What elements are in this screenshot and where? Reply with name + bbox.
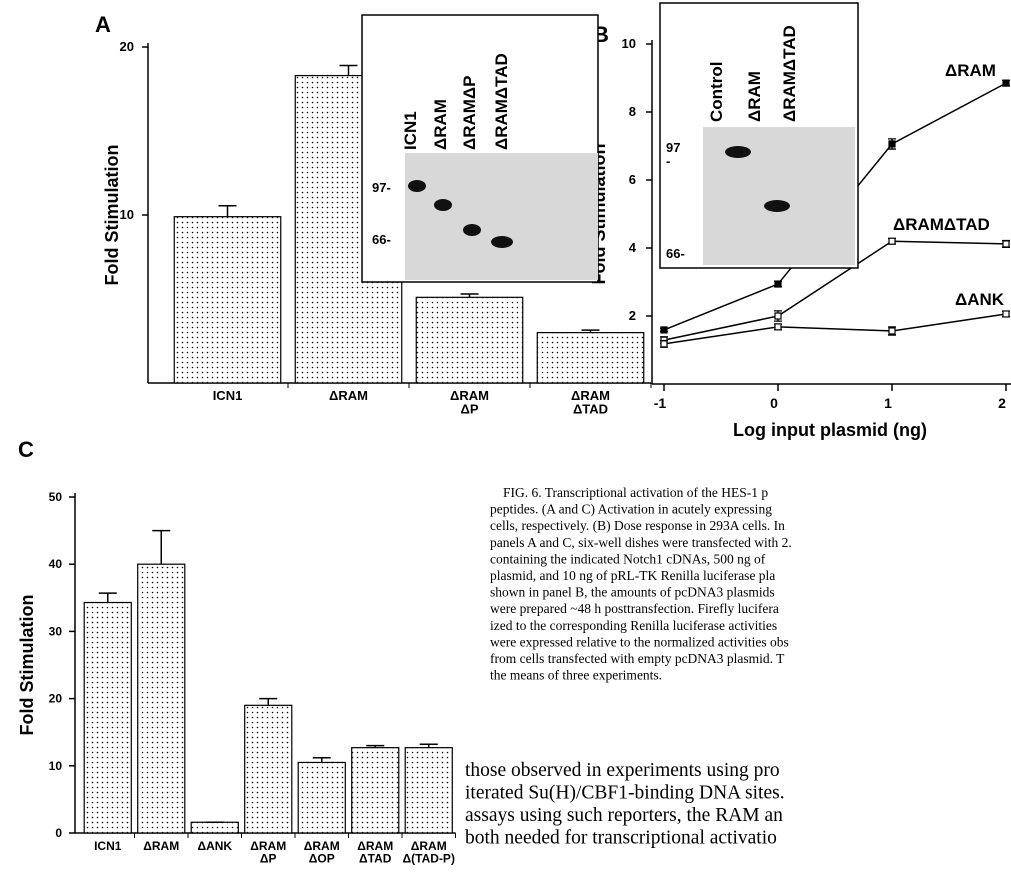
y-tick-label: 40 <box>49 557 63 571</box>
caption-line: the means of three experiments. <box>490 668 662 683</box>
figure: AFold Stimulation1020ICN1ΔRAMΔRAMΔPΔRAMΔ… <box>0 0 1011 875</box>
blot <box>703 127 855 265</box>
y-tick-label: 8 <box>629 104 636 119</box>
caption-line: plasmid, and 10 ng of pRL-TK Renilla luc… <box>490 568 775 583</box>
y-tick-label: 0 <box>55 826 62 840</box>
caption-line: cells, respectively. (B) Dose response i… <box>490 518 785 533</box>
blot-band <box>408 180 426 192</box>
caption-line: peptides. (A and C) Activation in acutel… <box>490 502 772 517</box>
lane-label: ΔRAMΔP <box>460 76 479 151</box>
caption-line: FIG. 6. Transcriptional activation of th… <box>503 485 768 500</box>
y-tick-label: 6 <box>629 172 636 187</box>
caption-line: ized to the corresponding Renilla lucife… <box>490 618 777 633</box>
bar <box>84 603 131 833</box>
size-marker: 97- <box>372 180 391 195</box>
x-tick-label: ICN1 <box>213 388 243 403</box>
lane-label: ICN1 <box>401 111 420 150</box>
lane-label: ΔRAM <box>431 99 450 150</box>
x-tick-label: ΔRAM <box>143 839 179 853</box>
point <box>661 327 667 333</box>
blot-band <box>491 236 513 248</box>
series-label: ΔANK <box>955 290 1005 309</box>
bar <box>138 564 185 833</box>
y-axis-label: Fold Stimulation <box>17 595 37 736</box>
bar <box>537 333 643 383</box>
bar <box>416 297 522 383</box>
y-tick-label: 50 <box>49 490 63 504</box>
x-tick-label: ΔRAM <box>329 388 368 403</box>
bar <box>174 217 280 383</box>
point <box>889 328 895 334</box>
caption-line: from cells transfected with empty pcDNA3… <box>490 651 785 666</box>
x-tick-label: 2 <box>998 395 1006 411</box>
bar <box>191 822 238 833</box>
caption-line: were prepared ~48 h posttransfection. Fi… <box>490 601 779 616</box>
blot-band <box>463 224 481 236</box>
caption-line: containing the indicated Notch1 cDNAs, 5… <box>490 551 766 566</box>
series-label: ΔRAM <box>945 61 996 80</box>
y-tick-label: 20 <box>120 39 134 54</box>
x-tick-label: 0 <box>770 395 778 411</box>
error-bar <box>152 531 170 565</box>
blot-band <box>725 146 751 158</box>
panel-label: C <box>18 437 34 462</box>
size-marker: 66- <box>372 232 391 247</box>
point <box>775 324 781 330</box>
y-tick-label: 4 <box>629 240 637 255</box>
x-tick-label: 1 <box>884 395 892 411</box>
y-tick-label: 10 <box>622 36 636 51</box>
lane-label: Control <box>707 62 726 122</box>
lane-label: ΔRAMΔTAD <box>492 53 511 150</box>
y-tick-label: 30 <box>49 624 63 638</box>
bar <box>298 762 345 833</box>
series-label: ΔRAMΔTAD <box>893 215 990 234</box>
caption-line: panels A and C, six-well dishes were tra… <box>490 535 792 550</box>
point <box>1003 241 1009 247</box>
point <box>775 313 781 319</box>
error-bar <box>99 593 117 602</box>
lane-label: ΔRAM <box>745 71 764 122</box>
error-bar <box>313 758 331 763</box>
error-bar <box>340 65 358 75</box>
x-tick-label: ΔANK <box>197 839 232 853</box>
bar <box>405 748 452 833</box>
body-line: those observed in experiments using pro <box>465 760 780 781</box>
point <box>661 341 667 347</box>
y-tick-label: 10 <box>49 759 63 773</box>
point <box>775 281 781 287</box>
point <box>889 238 895 244</box>
y-tick-label: 2 <box>629 308 636 323</box>
blot <box>405 153 598 280</box>
point <box>1003 311 1009 317</box>
point <box>1003 80 1009 86</box>
panel-label: A <box>95 12 111 37</box>
body-line: iterated Su(H)/CBF1-binding DNA sites. <box>465 783 785 804</box>
x-axis-label: Log input plasmid (ng) <box>733 420 927 440</box>
blot-band <box>434 199 452 211</box>
caption-line: were expressed relative to the normalize… <box>490 634 789 649</box>
body-line: both needed for transcriptional activati… <box>465 828 777 849</box>
bar <box>352 748 399 833</box>
point <box>889 141 895 147</box>
y-tick-label: 10 <box>120 207 134 222</box>
body-line: assays using such reporters, the RAM an <box>465 805 783 826</box>
x-tick-label: -1 <box>654 395 667 411</box>
size-marker: 66- <box>666 246 685 261</box>
x-tick-label: ICN1 <box>94 839 122 853</box>
error-bar <box>259 699 277 706</box>
bar <box>245 705 292 833</box>
error-bar <box>219 206 237 217</box>
y-tick-label: 20 <box>49 692 63 706</box>
lane-label: ΔRAMΔTAD <box>780 25 799 122</box>
blot-band <box>764 200 790 212</box>
caption-line: shown in panel B, the amounts of pcDNA3 … <box>490 585 775 600</box>
